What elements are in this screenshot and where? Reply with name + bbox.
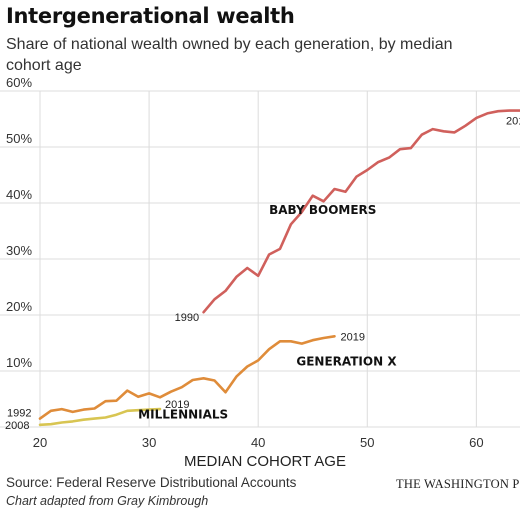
year-label-millennials-start: 2008 <box>5 420 29 432</box>
y-tick-label: 40% <box>6 187 32 202</box>
page-subtitle: Share of national wealth owned by each g… <box>6 36 453 74</box>
y-tick-label: 20% <box>6 299 32 314</box>
x-tick-label: 50 <box>360 435 374 450</box>
source-note: Source: Federal Reserve Distributional A… <box>6 475 297 490</box>
year-label-baby-boomers-end: 2019 <box>506 116 520 128</box>
series-label-millennials: MILLENNIALS <box>138 408 228 422</box>
y-tick-label: 60% <box>6 75 32 90</box>
year-label-generation-x-start: 1992 <box>7 408 31 420</box>
credit-note: Chart adapted from Gray Kimbrough <box>6 494 209 508</box>
x-tick-label: 20 <box>33 435 47 450</box>
series-lines <box>38 109 520 427</box>
series-label-baby-boomers: BABY BOOMERS <box>269 203 376 217</box>
x-axis-title: MEDIAN COHORT AGE <box>184 453 346 470</box>
y-tick-label: 10% <box>6 355 32 370</box>
year-label-baby-boomers-start: 1990 <box>175 312 199 324</box>
page-title: Intergenerational wealth <box>6 4 295 28</box>
publisher-logo: THE WASHINGTON POST <box>396 477 520 491</box>
x-tick-labels: 20 30 40 50 60 <box>33 435 484 450</box>
y-tick-label: 30% <box>6 243 32 258</box>
year-label-millennials-end: 2019 <box>165 399 189 411</box>
x-tick-label: 60 <box>469 435 483 450</box>
grid-lines <box>0 90 520 428</box>
series-line-generation-x <box>38 334 336 420</box>
year-label-generation-x-end: 2019 <box>341 331 365 343</box>
annotation-labels: 1990 2019 1992 2019 2008 2019 BABY BOOMERS GENE… <box>5 116 520 432</box>
x-tick-label: 40 <box>251 435 265 450</box>
series-label-generation-x: GENERATION X <box>296 354 397 368</box>
y-tick-label: 50% <box>6 131 32 146</box>
x-tick-label: 30 <box>142 435 156 450</box>
y-tick-labels: 10% 20% 30% 40% 50% 60% <box>6 75 32 370</box>
series-line-millennials <box>38 407 162 427</box>
series-line-baby-boomers <box>202 109 520 314</box>
